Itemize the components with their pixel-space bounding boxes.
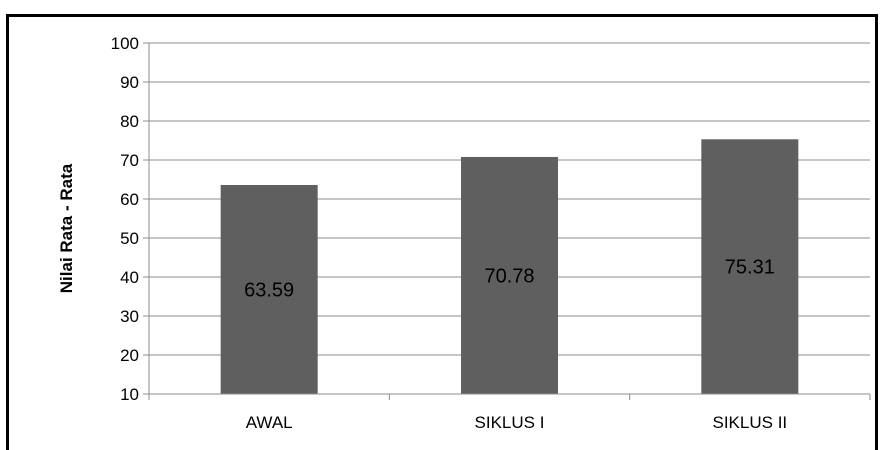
- data-label: 63.59: [244, 279, 294, 301]
- y-tick-label: 30: [120, 307, 139, 326]
- y-tick-label: 20: [120, 346, 139, 365]
- x-category-label: AWAL: [246, 413, 293, 432]
- bar-siklus-i: [461, 156, 558, 394]
- y-tick-label: 80: [120, 112, 139, 131]
- y-tick-label: 90: [120, 73, 139, 92]
- bar-siklus-ii: [701, 139, 799, 394]
- axes: [143, 42, 871, 400]
- bar-awal: [220, 184, 318, 394]
- x-category-label: SIKLUS I: [475, 413, 545, 432]
- data-label: 75.31: [725, 257, 775, 279]
- x-category-label: SIKLUS II: [713, 413, 788, 432]
- y-tick-label: 50: [120, 229, 139, 248]
- labels: 10 20 30 40 50 60 70 80 90 100 63.59 AWAL 70.78 SIKLU…: [111, 34, 788, 432]
- data-label: 70.78: [484, 265, 534, 287]
- y-tick-label: 60: [120, 190, 139, 209]
- y-tick-label: 100: [111, 34, 139, 53]
- y-axis-title: Nilai Rata - Rata: [57, 163, 76, 293]
- y-tick-label: 70: [120, 151, 139, 170]
- bars: [220, 139, 799, 394]
- y-tick-label: 10: [120, 385, 139, 404]
- y-tick-label: 40: [120, 268, 139, 287]
